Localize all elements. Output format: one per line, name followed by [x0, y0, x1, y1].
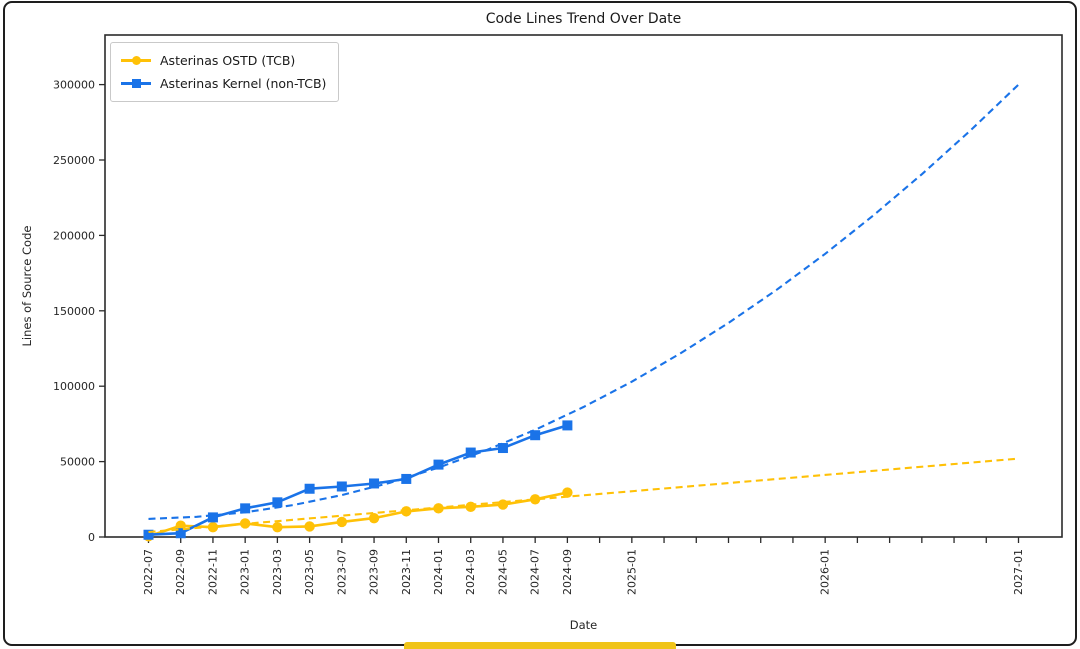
legend-item-kernel: Asterinas Kernel (non-TCB): [121, 72, 326, 95]
data-point-circle-marker: [562, 487, 573, 498]
x-tick-label: 2023-11: [400, 549, 413, 595]
legend-label-ostd: Asterinas OSTD (TCB): [160, 53, 296, 68]
x-tick-label: 2024-07: [529, 549, 542, 595]
x-tick-label: 2024-09: [561, 549, 574, 595]
data-point-square-marker: [304, 483, 315, 494]
plot-border: [104, 34, 1063, 538]
data-point-circle-marker: [207, 521, 219, 533]
data-point-circle-marker: [304, 521, 315, 532]
legend-swatch-ostd: [121, 54, 151, 68]
y-tick-label: 200000: [53, 229, 95, 242]
x-tick-label: 2023-01: [239, 549, 252, 595]
data-point-square-marker: [401, 473, 412, 484]
data-point-square-marker: [175, 528, 186, 539]
y-tick-label: 50000: [60, 456, 95, 469]
legend-item-ostd: Asterinas OSTD (TCB): [121, 49, 326, 72]
y-axis-label: Lines of Source Code: [20, 225, 34, 347]
legend-label-kernel: Asterinas Kernel (non-TCB): [160, 76, 327, 91]
y-tick-label: 250000: [53, 154, 95, 167]
x-tick-label: 2025-01: [625, 549, 638, 595]
data-point-square-marker: [465, 447, 476, 458]
bottom-cutoff-element: [404, 642, 676, 649]
data-point-circle-marker: [368, 512, 380, 524]
x-tick-label: 2023-05: [303, 549, 316, 595]
data-point-square-marker: [369, 478, 380, 489]
data-point-square-marker: [207, 512, 218, 523]
legend-swatch-kernel: [121, 77, 151, 91]
data-point-square-marker: [530, 430, 541, 441]
legend-square-marker-icon: [131, 79, 141, 88]
data-point-square-marker: [497, 443, 508, 454]
x-axis-label: Date: [569, 618, 598, 632]
x-tick-label: 2023-03: [271, 549, 284, 595]
data-point-circle-marker: [529, 494, 541, 505]
legend: Asterinas OSTD (TCB) Asterinas Kernel (n…: [110, 42, 340, 102]
data-point-circle-marker: [336, 516, 348, 528]
x-tick-label: 2026-01: [819, 549, 832, 595]
trend-line-kernel: [148, 83, 1020, 520]
x-tick-label: 2023-07: [335, 549, 348, 595]
x-tick-label: 2022-07: [142, 549, 155, 595]
y-tick-label: 100000: [53, 380, 95, 393]
x-tick-label: 2027-01: [1012, 549, 1025, 595]
data-point-circle-marker: [272, 521, 283, 533]
legend-circle-marker-icon: [131, 56, 141, 65]
x-tick-label: 2024-01: [432, 549, 445, 595]
data-point-square-marker: [240, 503, 251, 514]
x-tick-label: 2022-09: [174, 549, 187, 595]
data-point-square-marker: [336, 481, 347, 492]
x-tick-label: 2024-05: [496, 549, 509, 595]
series-line-kernel: [148, 424, 568, 536]
y-tick-label: 0: [88, 531, 95, 544]
data-point-square-marker: [562, 420, 573, 431]
y-tick-label: 300000: [53, 79, 95, 92]
data-point-circle-marker: [401, 506, 412, 517]
trend-line-ostd: [148, 457, 1019, 534]
chart-title: Code Lines Trend Over Date: [485, 11, 682, 27]
y-tick-label: 150000: [53, 305, 95, 318]
data-point-square-marker: [433, 459, 444, 470]
data-point-square-marker: [272, 497, 283, 508]
data-point-square-marker: [143, 529, 154, 540]
data-point-circle-marker: [465, 501, 476, 513]
x-tick-label: 2022-11: [206, 549, 219, 595]
x-tick-label: 2023-09: [368, 549, 381, 595]
x-tick-label: 2024-03: [464, 549, 477, 595]
